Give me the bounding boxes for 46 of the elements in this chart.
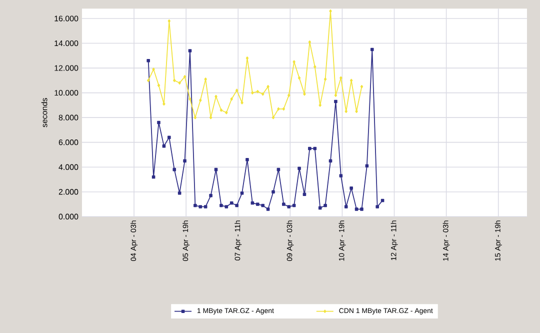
point	[188, 49, 192, 52]
point	[282, 202, 286, 206]
point	[198, 205, 202, 208]
point	[365, 164, 369, 168]
point	[183, 159, 186, 163]
point	[308, 146, 312, 150]
point	[250, 201, 254, 205]
point	[261, 204, 264, 208]
point	[235, 204, 238, 208]
point	[214, 168, 218, 172]
point	[246, 158, 249, 162]
point	[292, 204, 296, 208]
point	[162, 144, 166, 148]
point	[256, 202, 260, 206]
point	[168, 136, 171, 140]
point	[224, 205, 228, 208]
point	[209, 194, 212, 198]
point	[298, 166, 301, 170]
point	[240, 191, 244, 195]
point	[152, 175, 156, 179]
point	[204, 205, 208, 208]
point	[194, 204, 197, 208]
point	[266, 208, 270, 211]
point	[172, 168, 176, 172]
point	[324, 204, 327, 208]
point	[287, 205, 291, 208]
point	[339, 174, 343, 178]
point	[230, 201, 234, 205]
point	[334, 100, 338, 104]
point	[376, 205, 379, 208]
point	[178, 191, 182, 195]
point	[220, 204, 223, 208]
point	[344, 205, 348, 208]
point	[276, 168, 280, 172]
point	[313, 146, 317, 150]
point	[146, 58, 150, 62]
point	[157, 120, 160, 124]
point	[354, 208, 358, 211]
point	[318, 206, 322, 210]
point	[328, 159, 332, 163]
point	[350, 186, 353, 190]
point	[370, 48, 374, 52]
point	[380, 198, 384, 202]
point	[272, 190, 275, 194]
point	[360, 208, 364, 211]
point	[302, 192, 306, 196]
